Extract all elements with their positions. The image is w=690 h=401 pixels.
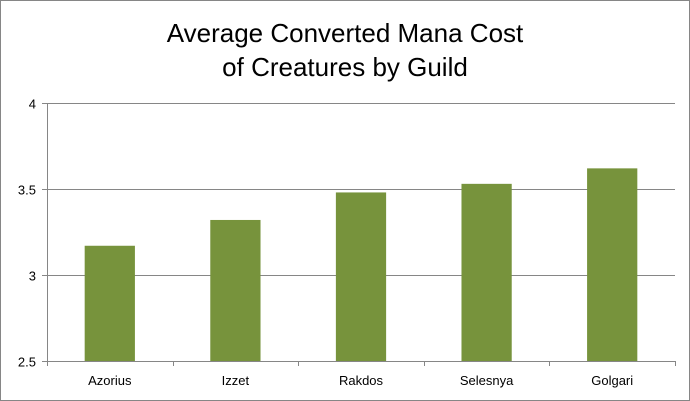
- bars: [84, 168, 638, 361]
- y-tick-label: 4: [29, 97, 36, 112]
- x-axis: Azorius Izzet Rakdos Selesnya Golgari: [47, 361, 676, 388]
- bar-izzet: [210, 219, 261, 361]
- x-tick-label: Izzet: [222, 373, 250, 388]
- x-tick-label: Golgari: [591, 373, 633, 388]
- x-tick-label: Azorius: [88, 373, 132, 388]
- bar-golgari: [587, 168, 638, 361]
- y-tick-label: 3.5: [18, 183, 36, 198]
- chart-title-line-2: of Creatures by Guild: [222, 52, 468, 82]
- chart-title-line-1: Average Converted Mana Cost: [166, 18, 524, 48]
- bar-azorius: [84, 245, 135, 361]
- x-tick-label: Rakdos: [339, 373, 384, 388]
- y-axis: 2.5 3 3.5 4: [18, 97, 48, 370]
- x-tick-label: Selesnya: [460, 373, 514, 388]
- y-tick-label: 2.5: [18, 355, 36, 370]
- bar-selesnya: [461, 183, 512, 361]
- y-tick-label: 3: [29, 269, 36, 284]
- bar-rakdos: [335, 192, 387, 361]
- chart-title: Average Converted Mana Cost of Creatures…: [1, 16, 689, 84]
